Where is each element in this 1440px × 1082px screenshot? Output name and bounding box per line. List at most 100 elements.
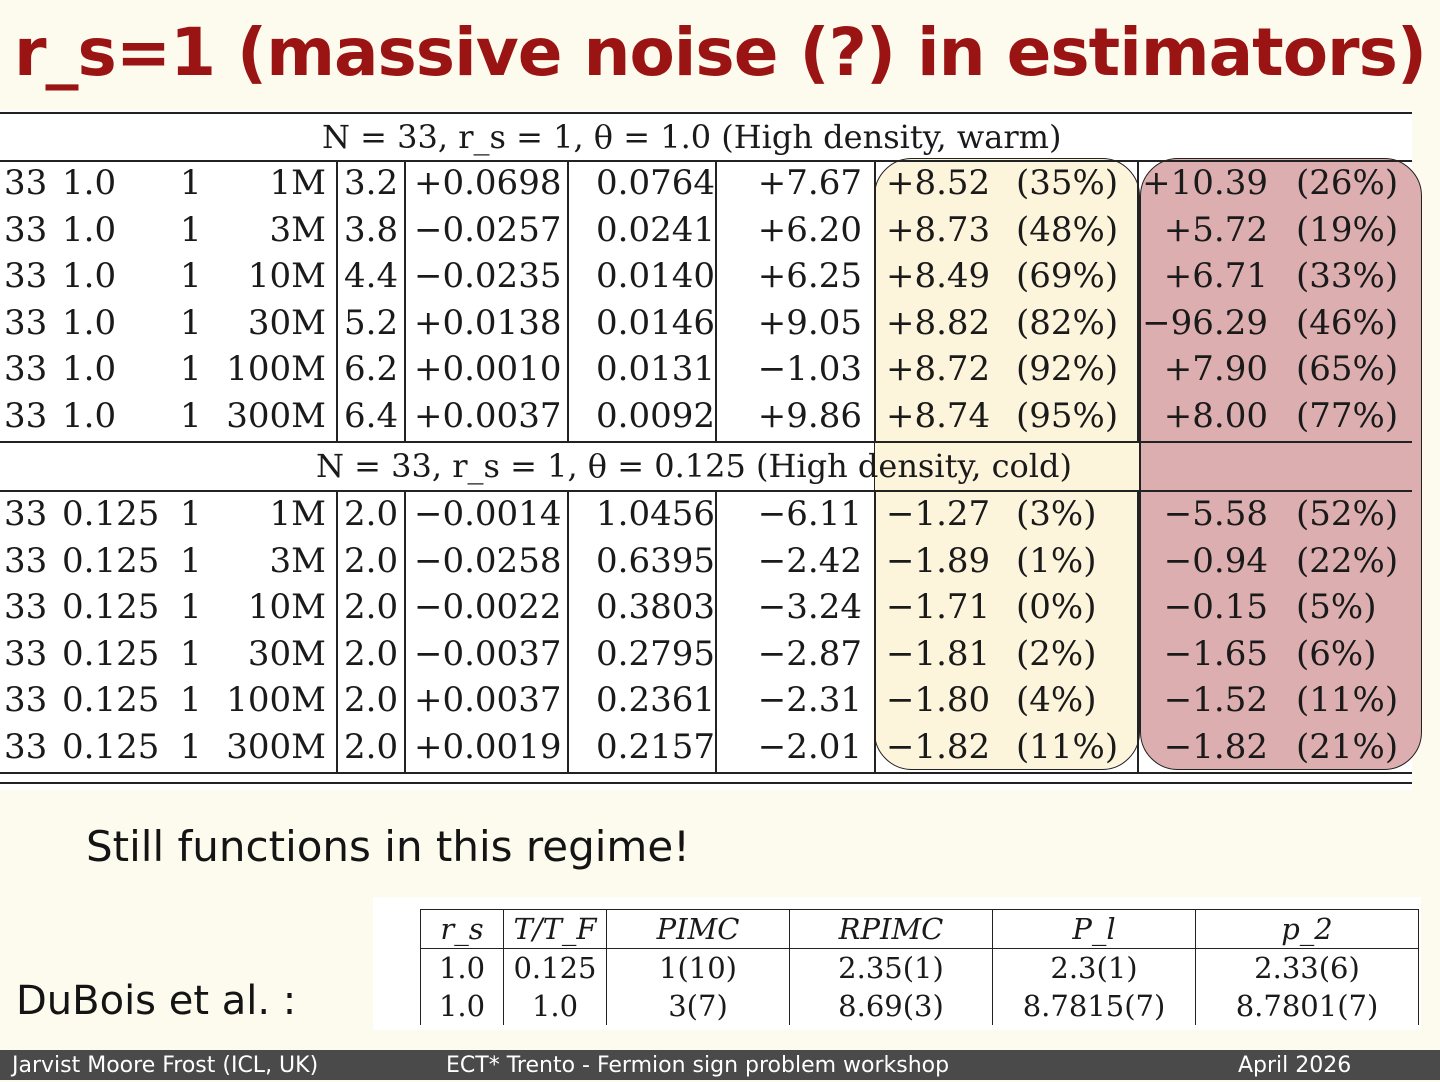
cell-estimator-1: +8.74 [886, 396, 991, 436]
cell-error: 0.3803 [596, 587, 715, 628]
cell-estimator-2: −1.52 [1163, 680, 1268, 721]
footer-author: Jarvist Moore Frost (ICL, UK) [12, 1053, 319, 1078]
cell-tau: 4.4 [344, 256, 399, 297]
cell-theta: 0.125 [62, 727, 160, 767]
cell-estimator-raw: −3.24 [757, 587, 862, 628]
comparison-header: RPIMC [789, 909, 993, 949]
comparison-cell: 8.69(3) [789, 987, 993, 1025]
cell-tau: 6.2 [344, 349, 399, 390]
cell-energy-shift: −0.0257 [414, 209, 562, 250]
table-rule [0, 782, 1412, 784]
cell-tau: 5.2 [344, 302, 399, 343]
cell-estimator-1: +8.82 [886, 302, 991, 343]
comparison-cell: 2.3(1) [992, 948, 1196, 987]
cell-estimator-raw: +6.20 [757, 209, 862, 250]
cell-error: 0.0140 [596, 256, 715, 297]
cell-estimator-raw: −2.42 [757, 540, 862, 581]
cell-estimator-2: +6.71 [1163, 256, 1268, 297]
cell-estimator-1-pct: (95%) [1016, 396, 1119, 436]
cell-theta: 1.0 [62, 256, 117, 297]
cell-estimator-2: +8.00 [1163, 396, 1268, 436]
cell-n: 33 [4, 302, 48, 343]
table-column-divider [715, 490, 717, 772]
comparison-cell: 3(7) [606, 987, 790, 1025]
cell-tau: 3.2 [344, 163, 399, 203]
table-rule [0, 112, 1412, 114]
cell-steps: 30M [247, 633, 326, 674]
comparison-header: P_l [992, 909, 1196, 949]
comparison-cell: 2.35(1) [789, 948, 993, 987]
cell-energy-shift: +0.0019 [414, 727, 562, 767]
cell-error: 0.2795 [596, 633, 715, 674]
cell-n: 33 [4, 680, 48, 721]
cell-error: 0.0241 [596, 209, 715, 250]
table-rule [0, 490, 1412, 492]
cell-estimator-1: +8.72 [886, 349, 991, 390]
cell-n: 33 [4, 209, 48, 250]
cell-n: 33 [4, 633, 48, 674]
cell-n: 33 [4, 256, 48, 297]
cell-estimator-raw: −6.11 [757, 494, 862, 534]
table-column-divider [874, 490, 876, 772]
results-table: N = 33, r_s = 1, θ = 1.0 (High density, … [0, 110, 1422, 790]
cell-energy-shift: +0.0037 [414, 396, 562, 436]
cell-estimator-1-pct: (0%) [1016, 587, 1097, 628]
table-column-divider [567, 490, 569, 772]
cell-estimator-1-pct: (69%) [1016, 256, 1119, 297]
cell-error: 0.0092 [596, 396, 715, 436]
highlight-estimator-2 [1140, 158, 1422, 770]
cell-theta: 1.0 [62, 396, 117, 436]
cell-estimator-2-pct: (22%) [1296, 540, 1399, 581]
cell-estimator-1: −1.81 [886, 633, 991, 674]
cell-error: 0.0146 [596, 302, 715, 343]
cell-tau: 2.0 [344, 680, 399, 721]
footer-bar: Jarvist Moore Frost (ICL, UK) ECT* Trent… [0, 1050, 1440, 1080]
footer-event: ECT* Trento - Fermion sign problem works… [446, 1053, 950, 1078]
cell-rs: 1 [180, 540, 202, 581]
section-title-cold: N = 33, r_s = 1, θ = 0.125 (High density… [316, 447, 1072, 485]
cell-tau: 2.0 [344, 540, 399, 581]
table-rule [0, 160, 1412, 162]
cell-estimator-raw: +9.05 [757, 302, 862, 343]
cell-estimator-raw: −2.01 [757, 727, 862, 767]
cell-estimator-1: +8.73 [886, 209, 991, 250]
cell-energy-shift: −0.0022 [414, 587, 562, 628]
cell-estimator-2-pct: (6%) [1296, 633, 1377, 674]
cell-tau: 2.0 [344, 587, 399, 628]
cell-tau: 2.0 [344, 494, 399, 534]
cell-estimator-1-pct: (11%) [1016, 727, 1119, 767]
cell-estimator-1: −1.71 [886, 587, 991, 628]
cell-estimator-raw: +7.67 [757, 163, 862, 203]
comparison-cell: 8.7815(7) [992, 987, 1196, 1025]
cell-estimator-1: −1.89 [886, 540, 991, 581]
cell-steps: 1M [269, 494, 326, 534]
cell-energy-shift: +0.0698 [414, 163, 562, 203]
comparison-table-panel: r_s T/T_F PIMC RPIMC P_l p_2 1.0 0.125 1(10) 2.3… [373, 897, 1421, 1030]
cell-rs: 1 [180, 396, 202, 436]
cell-steps: 10M [247, 256, 326, 297]
highlight-estimator-1 [874, 158, 1140, 770]
cell-steps: 300M [226, 396, 326, 436]
cell-theta: 0.125 [62, 680, 160, 721]
comparison-cell: 1.0 [503, 987, 607, 1025]
cell-theta: 0.125 [62, 494, 160, 534]
cell-estimator-1: −1.27 [886, 494, 991, 534]
cell-estimator-2: −1.82 [1163, 727, 1268, 767]
cell-estimator-raw: −2.87 [757, 633, 862, 674]
cell-error: 0.6395 [596, 540, 715, 581]
cell-estimator-1-pct: (2%) [1016, 633, 1097, 674]
table-column-divider [874, 160, 876, 441]
table-rule [0, 772, 1412, 774]
cell-theta: 1.0 [62, 302, 117, 343]
cell-estimator-raw: +9.86 [757, 396, 862, 436]
cell-estimator-1: −1.80 [886, 680, 991, 721]
cell-estimator-1-pct: (48%) [1016, 209, 1119, 250]
cell-steps: 3M [269, 540, 326, 581]
cell-estimator-raw: −1.03 [757, 349, 862, 390]
cell-estimator-2: −1.65 [1163, 633, 1268, 674]
cell-estimator-2: +10.39 [1142, 163, 1268, 203]
cell-energy-shift: +0.0138 [414, 302, 562, 343]
cell-n: 33 [4, 396, 48, 436]
cell-estimator-2: +7.90 [1163, 349, 1268, 390]
comparison-header: PIMC [606, 909, 790, 949]
